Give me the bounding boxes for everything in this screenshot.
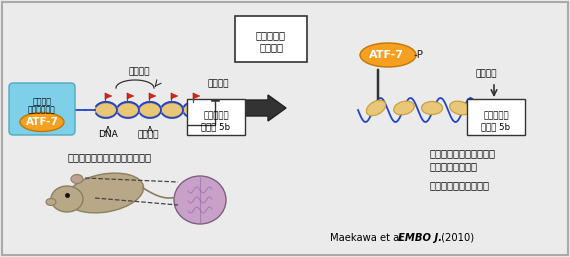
FancyBboxPatch shape (235, 16, 307, 62)
Text: ヘテロクロマチン（固い構造）: ヘテロクロマチン（固い構造） (68, 152, 152, 162)
FancyBboxPatch shape (187, 99, 245, 135)
Ellipse shape (450, 101, 470, 115)
Ellipse shape (174, 176, 226, 224)
FancyArrow shape (228, 95, 286, 121)
Text: ATF-7: ATF-7 (368, 50, 404, 60)
Ellipse shape (183, 103, 205, 117)
Text: 受容体 5b: 受容体 5b (201, 122, 230, 131)
Ellipse shape (421, 102, 442, 115)
Ellipse shape (360, 43, 416, 67)
Text: Maekawa et al.: Maekawa et al. (330, 233, 409, 243)
Text: ヒストン: ヒストン (32, 97, 51, 106)
Text: -P: -P (414, 50, 424, 60)
FancyBboxPatch shape (467, 99, 525, 135)
Text: メチル化酵素: メチル化酵素 (28, 105, 56, 114)
Ellipse shape (117, 103, 139, 117)
Text: 転写抑制: 転写抑制 (207, 79, 229, 88)
Polygon shape (193, 93, 200, 99)
Text: セロトニン: セロトニン (483, 111, 509, 120)
Text: 社会的分離: 社会的分離 (256, 30, 286, 40)
Ellipse shape (161, 103, 183, 117)
Text: （弛緩した構造）: （弛緩した構造） (430, 161, 478, 171)
Ellipse shape (394, 101, 414, 115)
Ellipse shape (71, 175, 83, 183)
FancyBboxPatch shape (9, 83, 75, 135)
Ellipse shape (367, 100, 386, 116)
Polygon shape (171, 93, 178, 99)
Text: メチル化: メチル化 (128, 67, 150, 76)
Polygon shape (127, 93, 134, 99)
Text: EMBO J.: EMBO J. (398, 233, 442, 243)
Text: セロトニン: セロトニン (203, 111, 229, 120)
Polygon shape (105, 93, 112, 99)
Ellipse shape (46, 198, 56, 206)
Text: 転写誘導: 転写誘導 (476, 69, 498, 78)
Text: うつ病類似の行動異常: うつ病類似の行動異常 (430, 180, 490, 190)
Ellipse shape (51, 186, 83, 212)
Polygon shape (149, 93, 156, 99)
Text: 受容体 5b: 受容体 5b (482, 122, 511, 131)
Ellipse shape (139, 103, 161, 117)
Text: ヒストン: ヒストン (137, 130, 159, 139)
Text: (2010): (2010) (438, 233, 474, 243)
Text: ATF-7: ATF-7 (26, 117, 59, 127)
Ellipse shape (67, 173, 144, 213)
Ellipse shape (20, 113, 64, 132)
Ellipse shape (95, 103, 117, 117)
Text: DNA: DNA (98, 130, 118, 139)
Text: ストレス: ストレス (259, 42, 283, 52)
Text: ヘテロクロマチンの破壊: ヘテロクロマチンの破壊 (430, 148, 496, 158)
